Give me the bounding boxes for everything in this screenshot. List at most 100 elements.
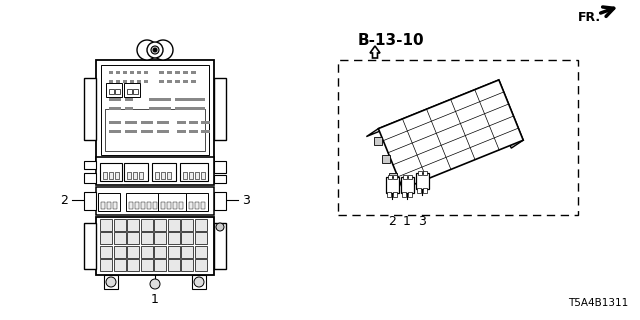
Bar <box>154 245 166 258</box>
Bar <box>141 259 152 271</box>
Bar <box>109 89 114 94</box>
Bar <box>101 202 105 209</box>
Bar <box>84 78 96 140</box>
Bar <box>403 175 407 179</box>
Bar <box>195 259 207 271</box>
Bar <box>123 71 127 74</box>
Bar <box>141 232 152 244</box>
Bar <box>201 202 205 209</box>
Bar <box>158 193 186 211</box>
Bar <box>159 71 164 74</box>
Bar <box>191 80 196 83</box>
Bar <box>147 202 151 209</box>
Bar <box>113 219 125 230</box>
Bar <box>127 259 139 271</box>
Bar <box>183 71 188 74</box>
Bar <box>137 71 141 74</box>
Bar <box>189 121 198 124</box>
Bar <box>195 245 207 258</box>
Bar <box>127 245 139 258</box>
Bar <box>123 80 127 83</box>
Bar <box>100 259 112 271</box>
Bar <box>181 259 193 271</box>
Bar <box>179 202 183 209</box>
Bar <box>195 219 207 230</box>
Bar <box>183 80 188 83</box>
Bar <box>125 121 137 124</box>
Bar <box>214 223 226 269</box>
Bar <box>168 232 179 244</box>
Bar <box>96 217 214 275</box>
Bar <box>423 188 427 193</box>
Bar <box>393 175 397 179</box>
Circle shape <box>153 40 173 60</box>
Bar <box>139 172 143 179</box>
Bar <box>116 71 120 74</box>
Bar <box>96 157 214 185</box>
Bar <box>96 187 214 215</box>
Bar <box>133 89 138 94</box>
Bar <box>129 202 133 209</box>
Bar <box>154 219 166 230</box>
Bar <box>161 202 165 209</box>
Text: 3: 3 <box>242 194 250 206</box>
Bar <box>109 130 121 133</box>
Bar <box>181 219 193 230</box>
Bar <box>105 109 205 151</box>
Bar <box>154 232 166 244</box>
Bar <box>417 188 421 193</box>
Bar <box>177 130 186 133</box>
Bar <box>109 98 121 101</box>
Bar <box>84 192 96 210</box>
Bar <box>153 202 157 209</box>
Bar <box>195 202 199 209</box>
Bar <box>201 172 205 179</box>
Bar <box>189 202 193 209</box>
Bar <box>141 202 145 209</box>
Bar <box>141 245 152 258</box>
Bar <box>109 121 121 124</box>
Bar <box>107 202 111 209</box>
Circle shape <box>137 40 157 60</box>
Bar <box>126 193 160 211</box>
Bar <box>168 219 179 230</box>
Bar <box>161 172 165 179</box>
Text: 1: 1 <box>151 293 159 306</box>
Bar <box>125 98 133 101</box>
Bar <box>84 223 96 269</box>
Bar <box>100 245 112 258</box>
Bar <box>157 130 169 133</box>
Bar <box>374 137 382 145</box>
Bar <box>84 161 96 169</box>
Bar <box>115 172 119 179</box>
Bar <box>214 78 226 140</box>
Bar <box>113 202 117 209</box>
Bar <box>101 65 209 155</box>
Bar <box>130 80 134 83</box>
Bar <box>144 71 148 74</box>
Bar <box>423 171 427 175</box>
Bar <box>181 245 193 258</box>
Bar <box>113 232 125 244</box>
Bar <box>96 60 214 160</box>
Bar <box>130 71 134 74</box>
Bar <box>214 161 226 173</box>
Bar <box>127 89 132 94</box>
Bar <box>144 80 148 83</box>
Bar <box>159 80 164 83</box>
Bar <box>189 130 198 133</box>
Bar <box>125 107 133 110</box>
Bar <box>338 60 578 215</box>
Bar <box>173 202 177 209</box>
Circle shape <box>106 277 116 287</box>
Bar <box>175 98 205 101</box>
Polygon shape <box>370 46 380 58</box>
Text: B-13-10: B-13-10 <box>358 33 424 48</box>
Circle shape <box>194 277 204 287</box>
Polygon shape <box>487 80 524 148</box>
Bar <box>154 259 166 271</box>
Bar <box>388 175 392 179</box>
Bar <box>100 219 112 230</box>
Circle shape <box>151 46 159 54</box>
Circle shape <box>150 279 160 289</box>
